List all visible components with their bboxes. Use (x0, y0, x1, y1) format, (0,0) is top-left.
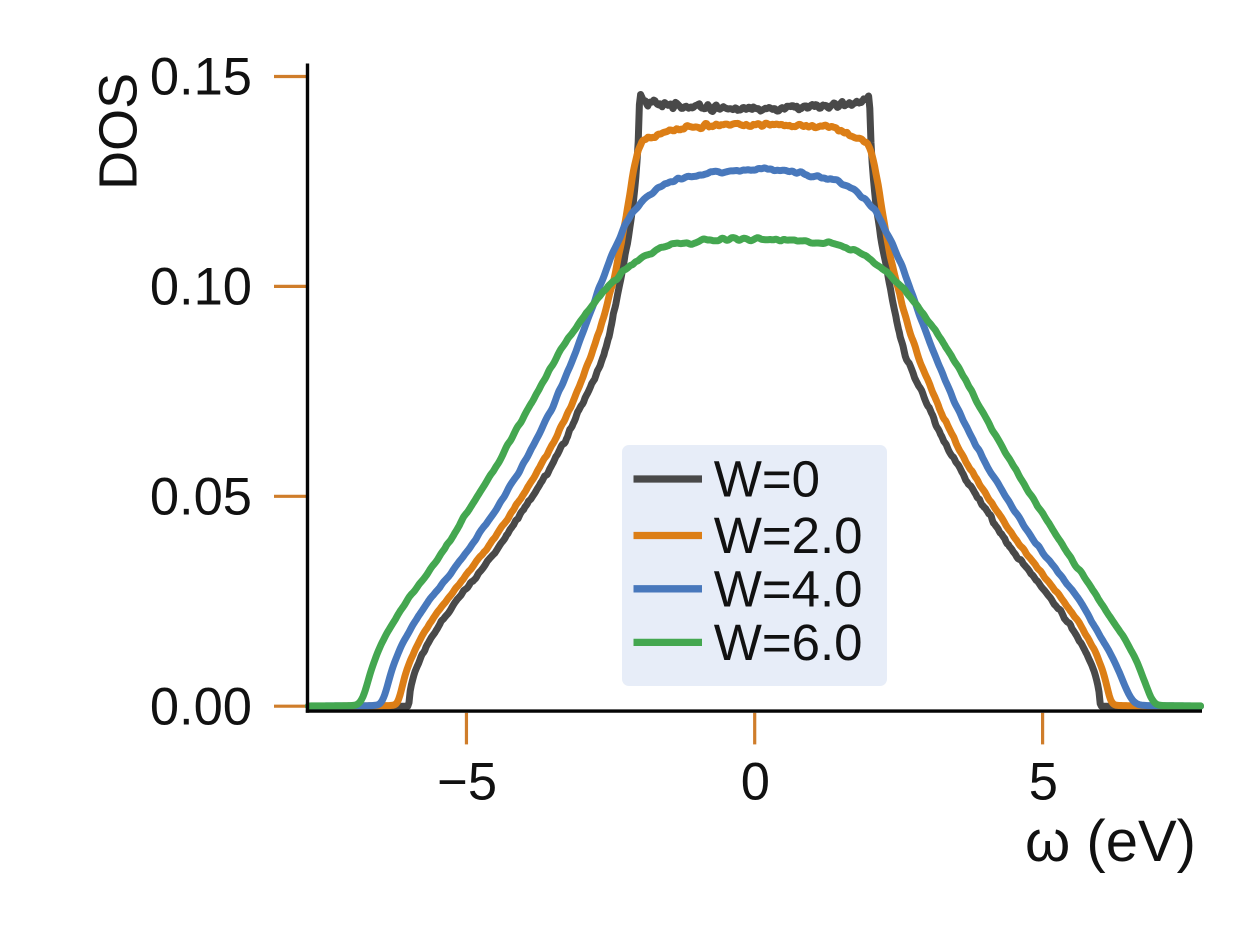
svg-text:W=0: W=0 (714, 451, 820, 508)
svg-text:0.10: 0.10 (150, 258, 252, 317)
svg-text:W=2.0: W=2.0 (714, 507, 863, 564)
svg-text:W=6.0: W=6.0 (714, 614, 863, 671)
svg-text:0.05: 0.05 (150, 467, 252, 526)
svg-text:0.00: 0.00 (150, 677, 252, 736)
svg-text:0.15: 0.15 (150, 48, 252, 107)
svg-text:W=4.0: W=4.0 (714, 560, 863, 617)
svg-text:−5: −5 (437, 753, 497, 812)
svg-text:DOS: DOS (89, 73, 149, 190)
svg-text:5: 5 (1029, 753, 1058, 812)
svg-text:0: 0 (741, 753, 770, 812)
svg-text:ω (eV): ω (eV) (1025, 809, 1196, 874)
